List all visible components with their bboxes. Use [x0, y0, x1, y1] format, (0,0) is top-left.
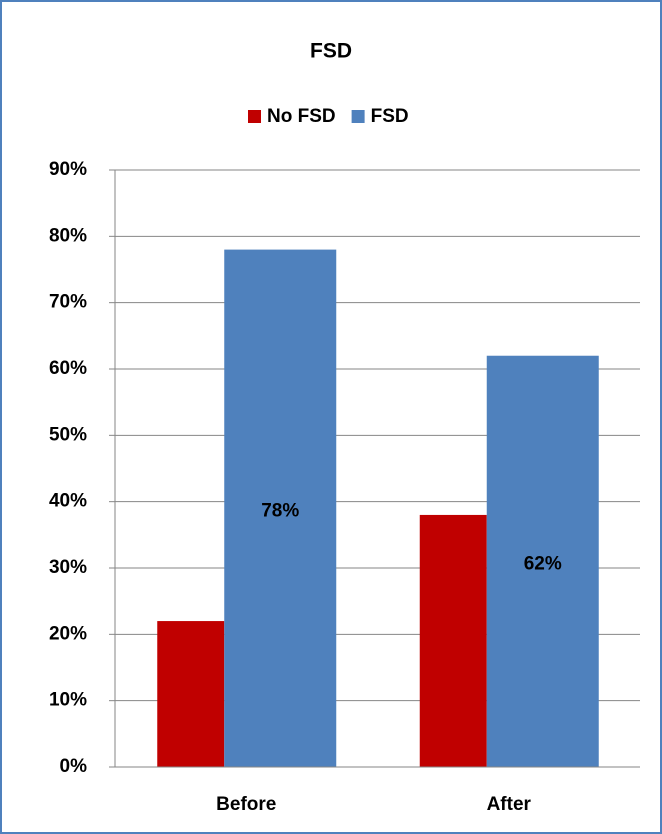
- bar: [157, 621, 225, 767]
- x-tick-label: After: [487, 794, 532, 815]
- x-tick-label: Before: [216, 794, 276, 815]
- y-tick-label: 90%: [49, 159, 87, 180]
- y-tick-label: 80%: [49, 225, 87, 246]
- y-tick-label: 40%: [49, 491, 87, 512]
- bar: [224, 249, 337, 768]
- y-tick-label: 60%: [49, 358, 87, 379]
- data-label: 62%: [524, 553, 562, 574]
- bar: [486, 355, 599, 767]
- legend-swatch: [351, 110, 365, 123]
- legend-label: No FSD: [267, 106, 336, 127]
- y-tick-label: 0%: [60, 756, 88, 777]
- legend-label: FSD: [371, 106, 409, 127]
- data-label: 78%: [261, 500, 299, 521]
- chart-title: FSD: [310, 40, 352, 63]
- bar: [419, 514, 487, 767]
- y-tick-label: 70%: [49, 292, 87, 313]
- y-tick-label: 10%: [49, 690, 87, 711]
- y-tick-label: 20%: [49, 623, 87, 644]
- y-tick-label: 50%: [49, 424, 87, 445]
- legend-swatch: [248, 110, 261, 123]
- y-tick-label: 30%: [49, 557, 87, 578]
